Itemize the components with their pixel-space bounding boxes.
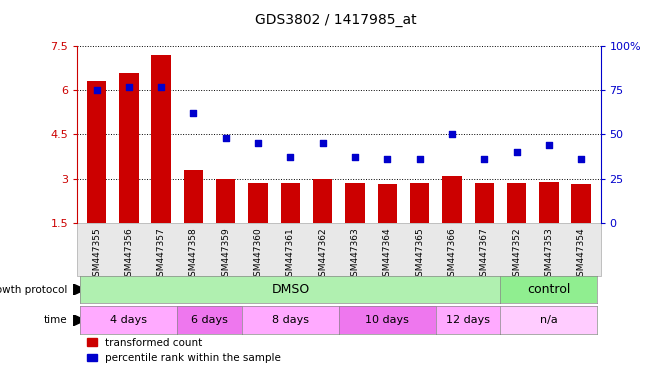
- Text: 10 days: 10 days: [366, 315, 409, 325]
- Bar: [152, 55, 171, 223]
- Point: [317, 140, 328, 146]
- Point: [479, 156, 490, 162]
- Point: [253, 140, 264, 146]
- Text: 8 days: 8 days: [272, 315, 309, 325]
- Bar: [507, 183, 526, 223]
- Bar: [248, 183, 268, 223]
- Point: [91, 87, 102, 93]
- Point: [123, 84, 134, 90]
- Bar: [280, 183, 300, 223]
- Bar: [184, 170, 203, 223]
- Text: growth protocol: growth protocol: [0, 285, 67, 295]
- Point: [511, 149, 522, 155]
- Text: control: control: [527, 283, 570, 296]
- Bar: [346, 183, 365, 223]
- Polygon shape: [73, 315, 85, 326]
- Text: n/a: n/a: [540, 315, 558, 325]
- Legend: transformed count, percentile rank within the sample: transformed count, percentile rank withi…: [83, 334, 285, 367]
- Bar: [442, 175, 462, 223]
- Polygon shape: [73, 284, 85, 295]
- Bar: [216, 179, 236, 223]
- Bar: [539, 182, 558, 223]
- Bar: [313, 179, 332, 223]
- Point: [382, 156, 393, 162]
- Bar: [87, 81, 106, 223]
- Text: 12 days: 12 days: [446, 315, 490, 325]
- Text: 4 days: 4 days: [110, 315, 148, 325]
- Point: [350, 154, 360, 161]
- Bar: [119, 73, 138, 223]
- Point: [156, 84, 166, 90]
- Text: time: time: [44, 315, 67, 325]
- Text: DMSO: DMSO: [271, 283, 309, 296]
- Point: [576, 156, 586, 162]
- Bar: [378, 184, 397, 223]
- Bar: [410, 183, 429, 223]
- Text: 6 days: 6 days: [191, 315, 228, 325]
- Bar: [572, 184, 591, 223]
- Point: [285, 154, 296, 161]
- Point: [544, 142, 554, 148]
- Bar: [474, 183, 494, 223]
- Point: [447, 131, 458, 137]
- Point: [414, 156, 425, 162]
- Point: [220, 135, 231, 141]
- Text: GDS3802 / 1417985_at: GDS3802 / 1417985_at: [255, 13, 416, 27]
- Point: [188, 110, 199, 116]
